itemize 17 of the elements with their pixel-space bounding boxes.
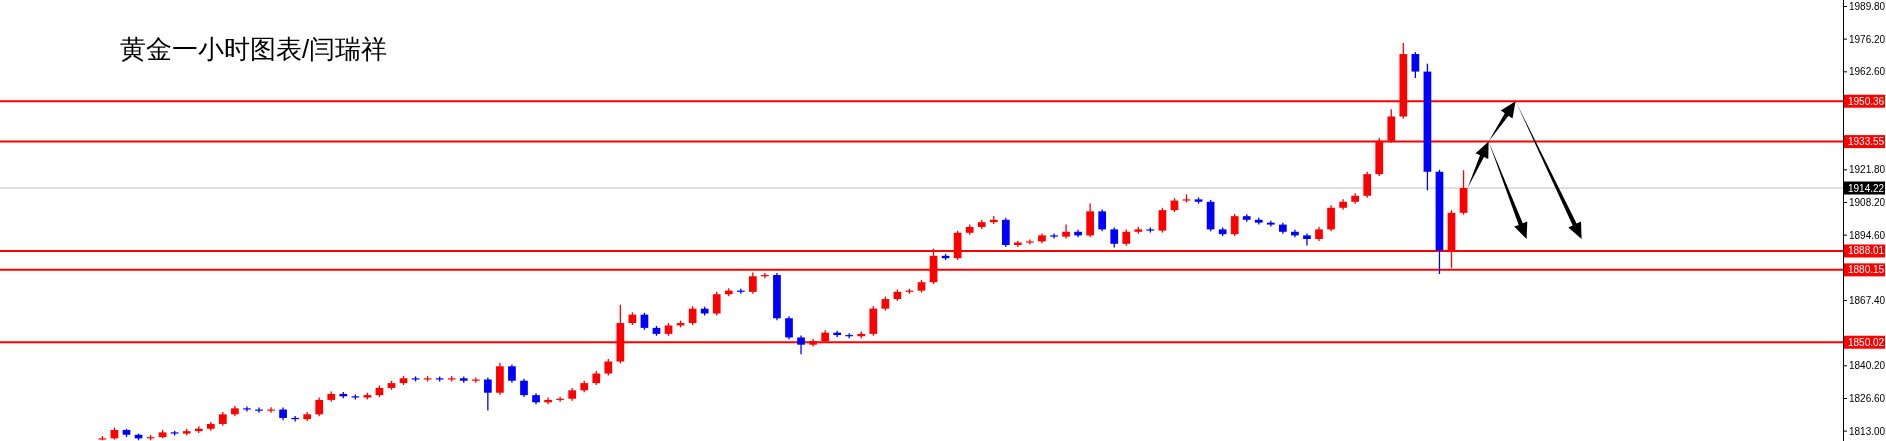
ref-line-label: 1888.01 xyxy=(1848,245,1885,257)
ref-line-label: 1880.15 xyxy=(1848,264,1885,276)
y-tick-label: 1908.20 xyxy=(1849,196,1886,208)
y-tick-label: 1976.20 xyxy=(1849,33,1886,45)
y-tick-label: 1921.80 xyxy=(1849,164,1886,176)
ref-line-label: 1914.22 xyxy=(1848,182,1885,194)
y-tick-label: 1840.20 xyxy=(1849,360,1886,372)
text: 黄金一小时图表/闫瑞祥 xyxy=(120,34,388,64)
y-tick-label: 1813.00 xyxy=(1849,425,1886,437)
y-tick-label: 1962.60 xyxy=(1849,66,1886,78)
y-tick-label: 1867.40 xyxy=(1849,294,1886,306)
ref-line-label: 1950.36 xyxy=(1848,95,1885,107)
y-tick-label: 1826.60 xyxy=(1849,392,1886,404)
y-tick-label: 1989.80 xyxy=(1849,0,1886,12)
y-tick-label: 1894.60 xyxy=(1849,229,1886,241)
ref-line-label: 1850.02 xyxy=(1848,336,1885,348)
ref-line-label: 1933.55 xyxy=(1848,136,1885,148)
